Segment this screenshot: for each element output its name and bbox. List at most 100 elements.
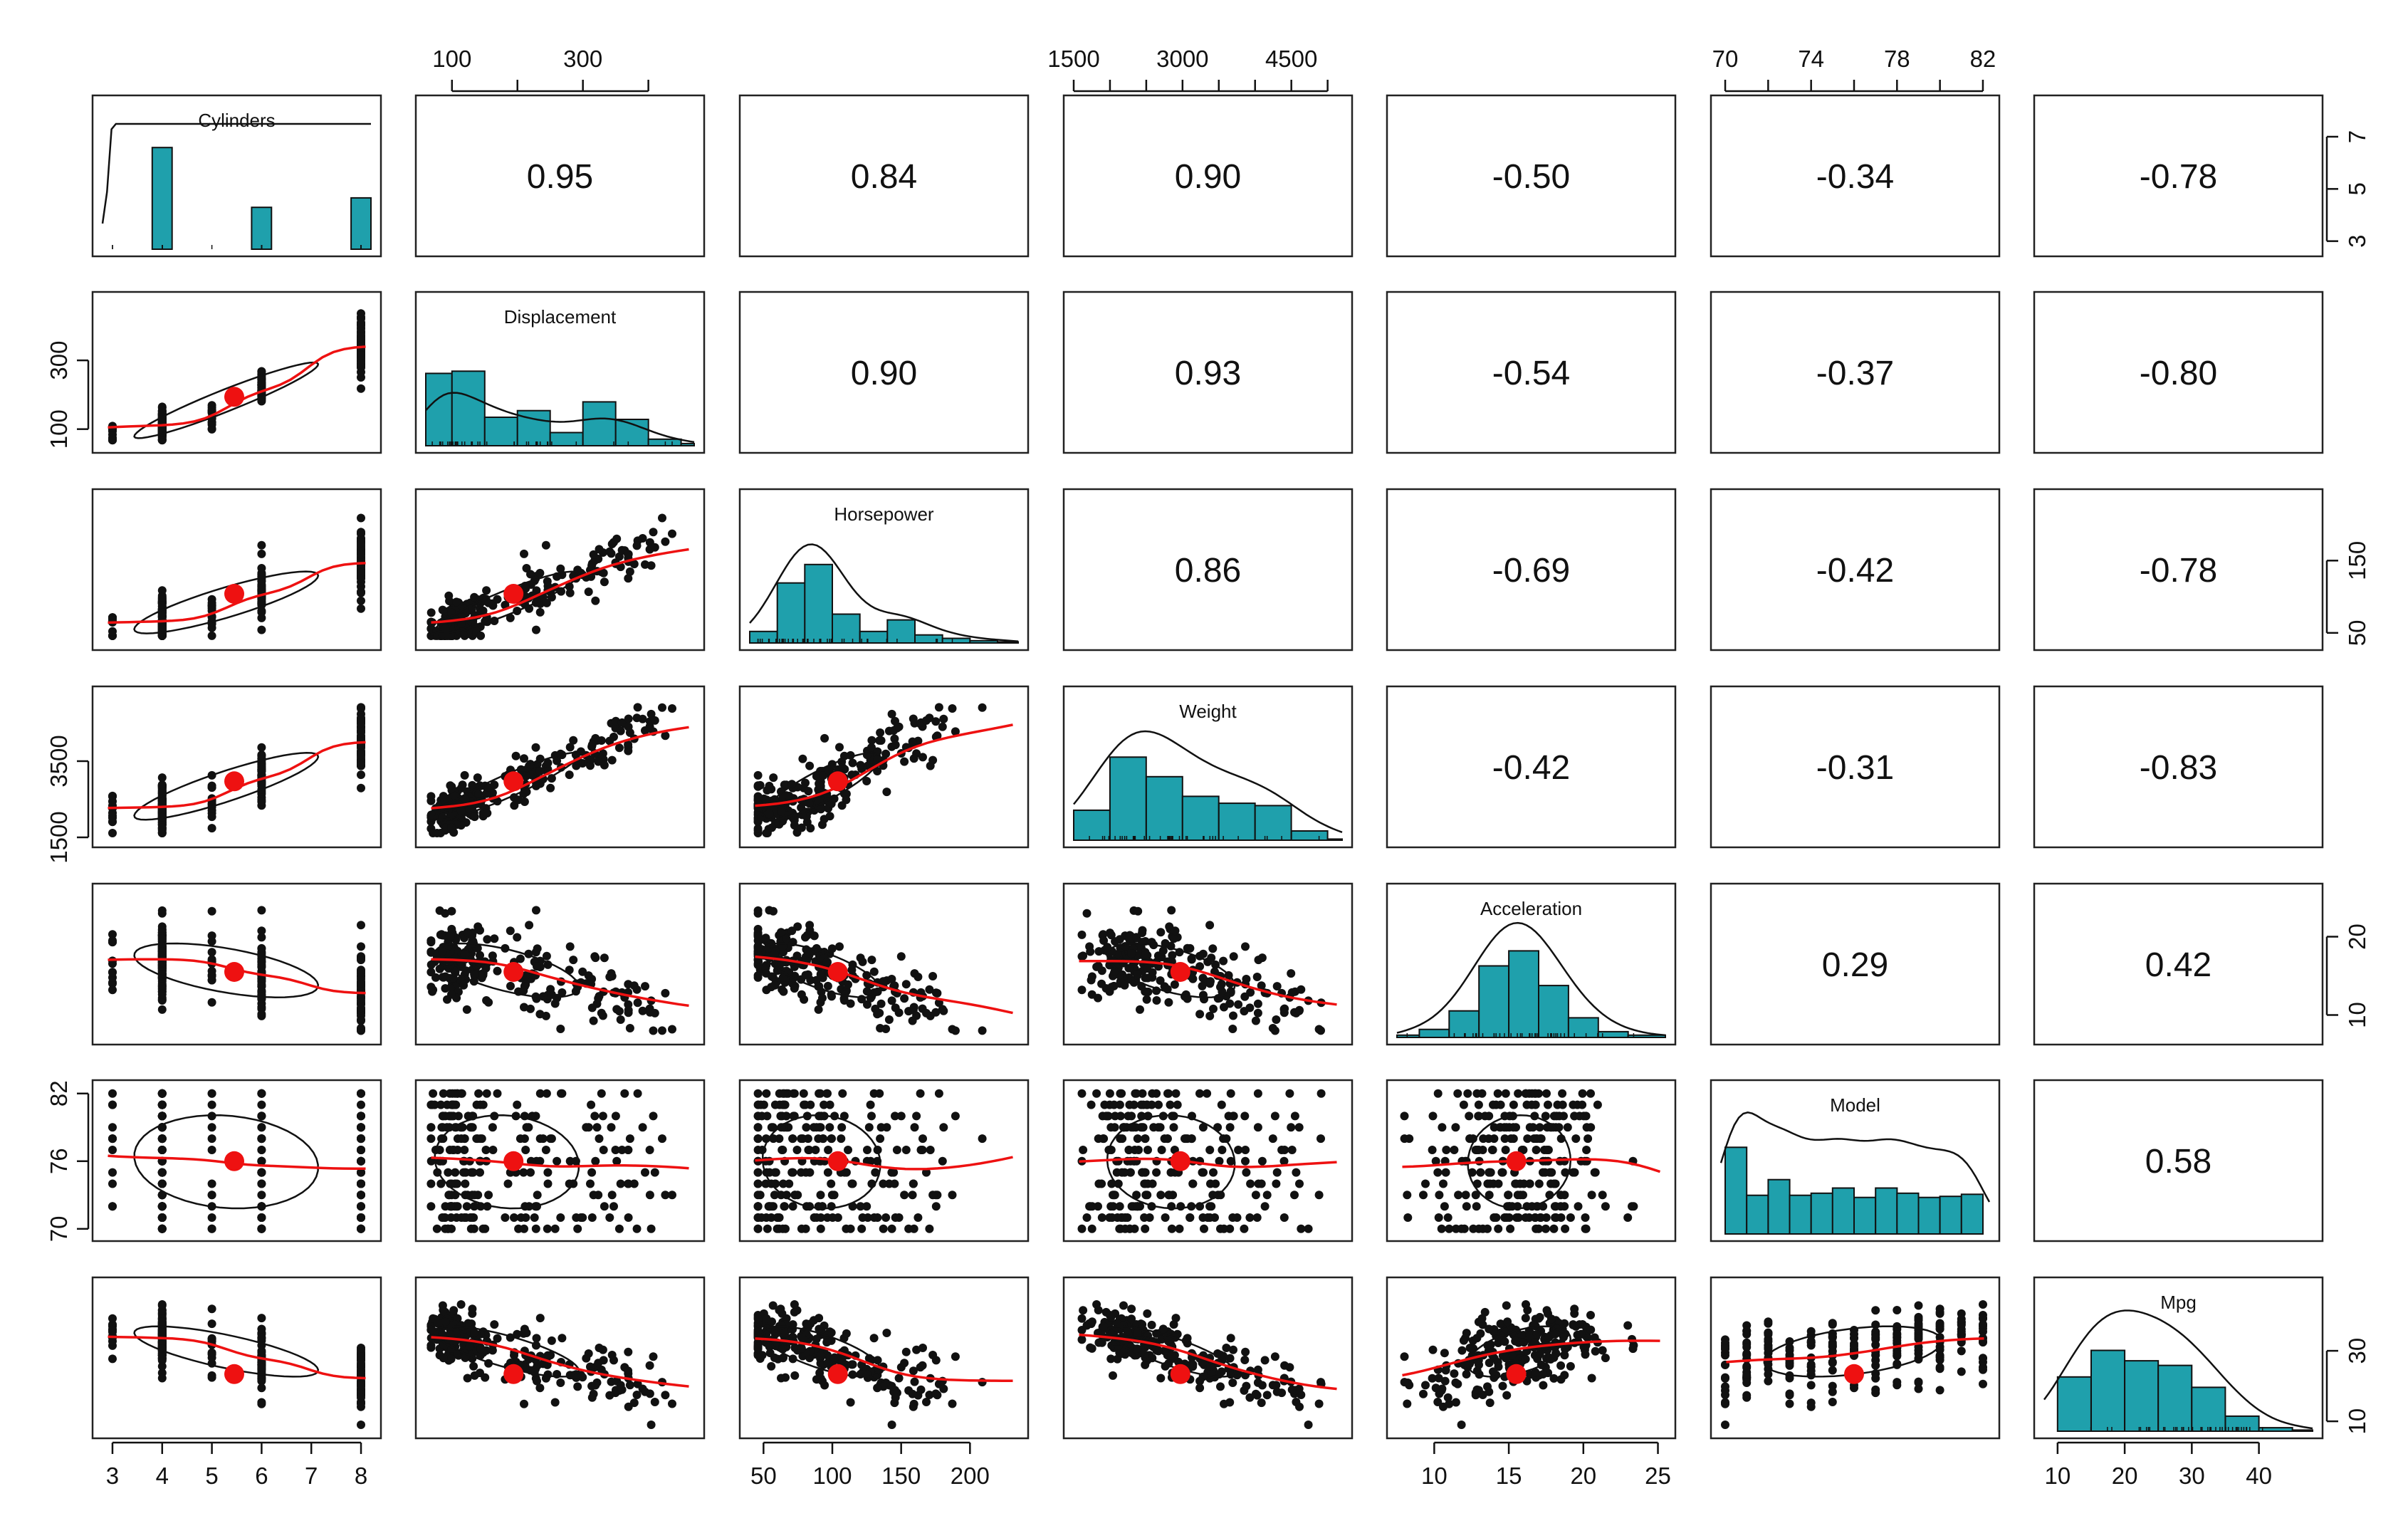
scatter-point — [1459, 1100, 1468, 1109]
scatter-point — [357, 332, 365, 341]
scatter-point — [429, 1089, 438, 1098]
scatter-point — [1280, 1361, 1289, 1370]
scatter-point — [1252, 1213, 1262, 1222]
scatter-point — [503, 1179, 513, 1188]
scatter-point — [488, 951, 497, 961]
scatter-point — [806, 824, 815, 833]
scatter-point — [1087, 1224, 1096, 1233]
scatter-point — [1545, 1168, 1554, 1177]
scatter-point — [466, 1213, 475, 1222]
scatter-point — [816, 1191, 825, 1200]
scatter-point — [257, 1146, 266, 1154]
scatter-point — [661, 988, 670, 998]
scatter-point — [647, 1421, 656, 1429]
scatter-point — [513, 1100, 522, 1109]
scatter-point — [465, 1156, 474, 1166]
scatter-point — [478, 1224, 488, 1233]
scatter-point — [910, 1123, 919, 1132]
scatter-point — [778, 1224, 787, 1233]
scatter-point — [1534, 1179, 1544, 1188]
scatter-point — [357, 770, 365, 780]
scatter-point — [1598, 1191, 1607, 1200]
scatter-point — [1290, 1111, 1299, 1121]
scatter-point — [827, 944, 837, 953]
scatter-point — [1143, 1146, 1152, 1154]
scatter-point — [873, 1213, 882, 1222]
scatter-point — [1141, 1191, 1151, 1200]
scatter-point — [257, 1100, 266, 1109]
scatter-point — [207, 1213, 216, 1222]
scatter-point — [599, 1146, 608, 1154]
scatter-point — [816, 1224, 825, 1233]
scatter-point — [1099, 1322, 1109, 1331]
scatter-point — [1257, 953, 1267, 963]
scatter-point — [1433, 1089, 1443, 1098]
scatter-point — [598, 1111, 607, 1121]
scatter-point — [879, 1179, 888, 1188]
scatter-point — [838, 763, 847, 772]
scatter-point — [900, 1359, 909, 1368]
scatter-point — [1493, 1089, 1502, 1098]
scatter-point — [357, 550, 365, 559]
scatter-point — [521, 584, 530, 593]
density-curve — [1396, 921, 1666, 1037]
scatter-point — [629, 981, 639, 990]
scatter-point — [1465, 1134, 1475, 1144]
scatter-point — [157, 1146, 167, 1154]
scatter-point — [207, 1100, 216, 1109]
scatter-point — [922, 1008, 931, 1018]
scatter-point — [484, 1191, 493, 1200]
scatter-point — [515, 954, 525, 963]
scatter-point — [909, 754, 918, 763]
scatter-point — [770, 1353, 779, 1362]
scatter-point — [812, 1123, 821, 1132]
scatter-point — [825, 812, 834, 821]
scatter-point — [753, 1191, 763, 1200]
scatter-point — [916, 1089, 925, 1098]
scatter-point — [456, 1300, 466, 1309]
scatter-point — [1200, 1224, 1208, 1233]
scatter-point — [1440, 1202, 1449, 1211]
scatter-point — [910, 1377, 919, 1386]
scatter-point — [157, 1374, 167, 1383]
scatter-point — [805, 926, 815, 935]
scatter-point — [908, 1016, 917, 1025]
scatter-point — [257, 1010, 266, 1019]
scatter-point — [1213, 1123, 1223, 1132]
scatter-point — [565, 582, 574, 591]
scatter-point — [1489, 1100, 1497, 1109]
scatter-point — [447, 906, 456, 916]
scatter-point — [1252, 973, 1262, 981]
histogram-bar — [2291, 1429, 2313, 1433]
scatter-point — [1167, 906, 1176, 915]
scatter-point — [1441, 1168, 1450, 1177]
scatter-point — [1148, 968, 1157, 977]
scatter-point — [1270, 1026, 1279, 1035]
histogram-bar — [582, 401, 617, 447]
scatter-point — [1141, 1134, 1150, 1144]
scatter-point — [1593, 1100, 1602, 1109]
scatter-point — [661, 537, 670, 546]
scatter-point — [1529, 1123, 1538, 1132]
scatter-point — [763, 1224, 772, 1233]
scatter-point — [1582, 1146, 1591, 1154]
scatter-point — [541, 540, 550, 550]
scatter-point — [762, 1089, 771, 1098]
scatter-point — [607, 755, 617, 765]
scatter-point — [556, 1379, 565, 1387]
scatter-point — [357, 942, 365, 951]
scatter-point — [468, 1123, 477, 1132]
scatter-point — [586, 1179, 595, 1188]
histogram-bar — [1396, 1034, 1420, 1039]
scatter-point — [557, 1089, 565, 1098]
scatter-point — [257, 943, 266, 953]
scatter-point — [768, 1301, 778, 1310]
scatter-point — [909, 1179, 918, 1188]
scatter-point — [1474, 1146, 1483, 1154]
scatter-point — [446, 1213, 456, 1222]
scatter-point — [357, 953, 365, 963]
scatter-point — [815, 1314, 824, 1323]
scatter-point — [1454, 1191, 1463, 1200]
scatter-point — [1142, 995, 1151, 1004]
scatter-point — [1124, 1146, 1134, 1154]
